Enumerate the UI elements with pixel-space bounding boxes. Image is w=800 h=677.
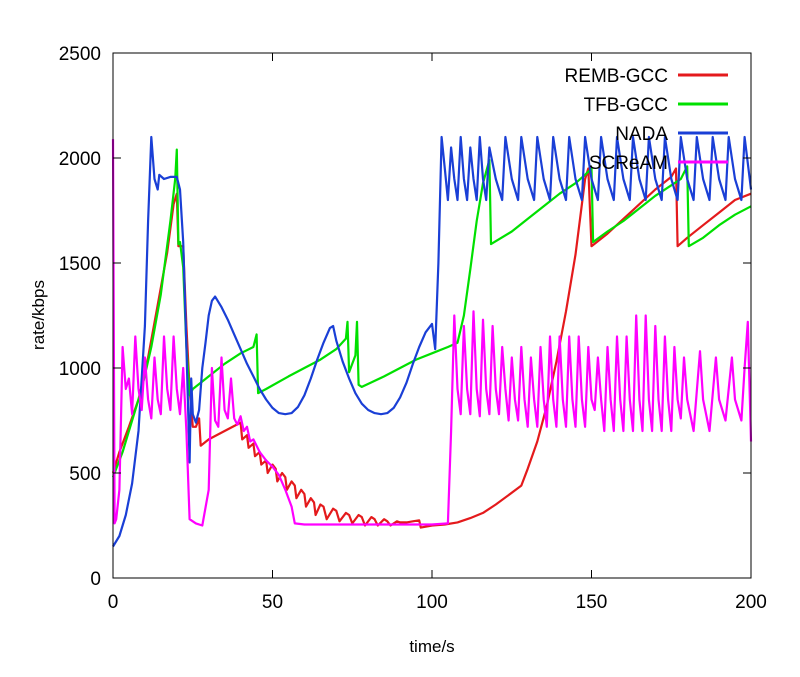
y-axis-title: rate/kbps (29, 280, 48, 350)
x-tick-label: 150 (576, 592, 608, 613)
legend: REMB-GCC TFB-GCC NADA SCReAM (565, 66, 728, 174)
legend-label: SCReAM (589, 153, 668, 174)
y-tick-label: 2500 (59, 44, 101, 65)
series-line-tfb-gcc (111, 148, 752, 478)
x-tick-label: 0 (108, 592, 119, 613)
y-tick-label: 1500 (59, 254, 101, 275)
series-line-nada (112, 135, 753, 548)
series-line-remb-gcc (111, 167, 752, 529)
legend-label: TFB-GCC (584, 95, 668, 116)
series-line-scream (111, 139, 753, 527)
y-tick-label: 0 (90, 569, 101, 590)
legend-label: REMB-GCC (565, 66, 668, 87)
x-tick-label: 100 (416, 592, 448, 613)
x-tick-label: 50 (262, 592, 283, 613)
x-tick-label: 200 (735, 592, 767, 613)
x-axis-title: time/s (409, 637, 454, 656)
legend-label: NADA (615, 124, 668, 145)
y-tick-label: 1000 (59, 359, 101, 380)
y-tick-label: 2000 (59, 149, 101, 170)
series-layer (111, 135, 753, 548)
y-tick-label: 500 (69, 464, 101, 485)
